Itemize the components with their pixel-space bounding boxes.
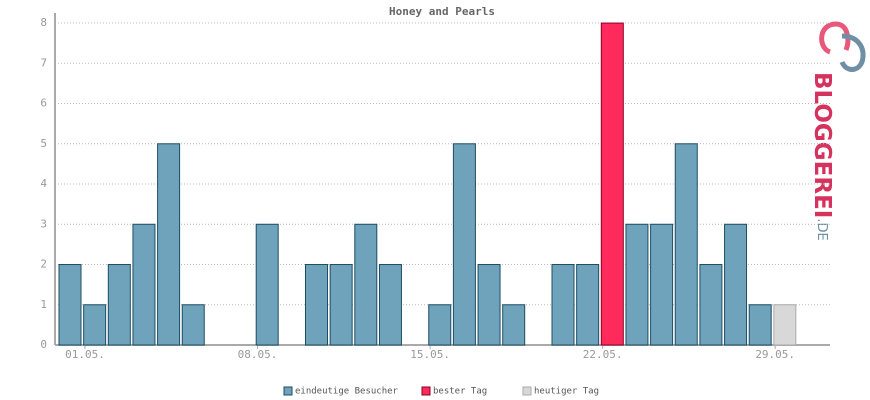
y-tick-label: 3: [40, 217, 47, 230]
bar: [107, 264, 131, 346]
logo-suffix: .DE: [815, 218, 830, 240]
bar: [58, 264, 82, 346]
bar: [255, 223, 279, 346]
logo-icon: [839, 33, 866, 72]
bar: [83, 304, 107, 346]
logo: BLOGGEREI.DE: [810, 21, 866, 241]
bar: [551, 264, 575, 346]
bar: [773, 304, 797, 346]
bar: [650, 223, 674, 346]
bar: [699, 264, 723, 346]
legend-label: eindeutige Besucher: [295, 387, 399, 397]
legend-label: heutiger Tag: [534, 387, 599, 397]
y-tick-label: 6: [40, 97, 47, 110]
bar: [132, 223, 156, 346]
legend-swatch: [283, 386, 293, 396]
bar: [305, 264, 328, 346]
bar: [157, 143, 181, 346]
bar: [502, 304, 526, 346]
bar: [452, 143, 476, 346]
x-tick-label: 29.05.: [755, 348, 795, 361]
logo-icon: [819, 21, 851, 55]
x-tick-label: 08.05.: [238, 348, 278, 361]
bar: [378, 264, 402, 346]
bar: [477, 264, 501, 346]
y-tick-label: 7: [40, 56, 47, 69]
logo-text: BLOGGEREI.DE: [810, 72, 836, 241]
y-tick-label: 1: [40, 298, 47, 311]
bar: [748, 304, 772, 346]
y-tick-label: 5: [40, 137, 47, 150]
y-tick-label: 4: [40, 177, 47, 190]
legend-swatch: [522, 386, 532, 396]
bar: [576, 264, 600, 346]
legend-label: bester Tag: [433, 387, 487, 397]
logo-name: BLOGGEREI: [810, 72, 836, 218]
bar: [724, 223, 748, 346]
x-tick-label: 15.05.: [410, 348, 450, 361]
bar: [625, 223, 649, 346]
y-tick-label: 0: [40, 338, 47, 351]
y-tick-label: 2: [40, 258, 47, 271]
legend-swatch: [421, 386, 431, 396]
bar: [329, 264, 353, 346]
x-tick-label: 22.05.: [583, 348, 623, 361]
bar: [428, 304, 452, 346]
x-tick-label: 01.05.: [65, 348, 105, 361]
bar: [600, 22, 624, 346]
bar: [354, 223, 378, 346]
bar: [674, 143, 698, 346]
y-tick-label: 8: [40, 16, 47, 29]
chart-title: Honey and Pearls: [389, 5, 495, 18]
bar: [181, 304, 205, 346]
